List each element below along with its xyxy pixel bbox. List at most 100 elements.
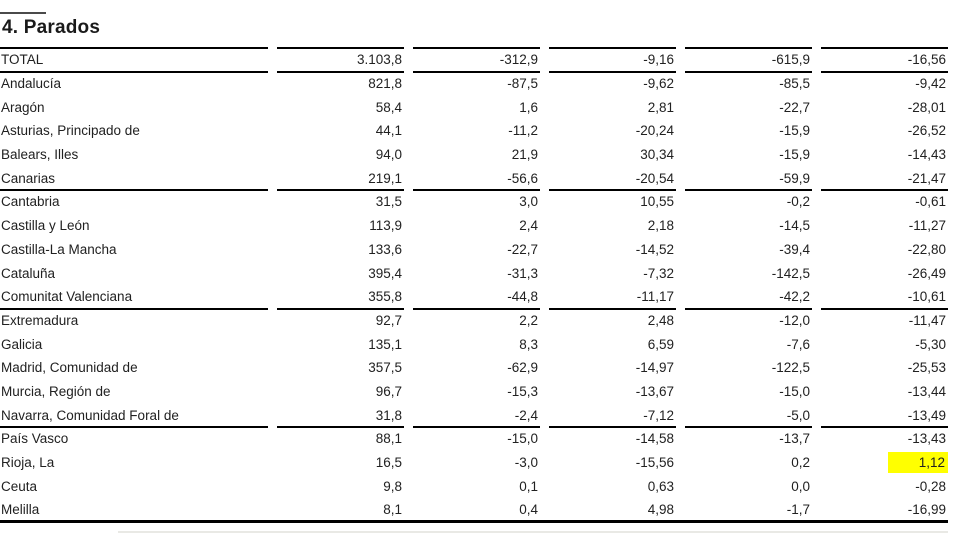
cell-value: 10,55 bbox=[640, 194, 674, 210]
cell-value: -85,5 bbox=[779, 76, 810, 92]
region-label: Rioja, La bbox=[1, 455, 55, 471]
table-row: Castilla-La Mancha 133,6 -22,7 -14,52 -3… bbox=[0, 238, 948, 262]
value-cell: -44,8 bbox=[413, 289, 540, 304]
value-cell: -7,12 bbox=[549, 408, 676, 423]
value-cell: 8,1 bbox=[277, 502, 404, 517]
cell-value: -39,4 bbox=[779, 241, 810, 257]
value-cell: -20,54 bbox=[549, 171, 676, 186]
cell-value: -14,5 bbox=[779, 218, 810, 234]
cell-value: 31,8 bbox=[375, 407, 402, 423]
value-cell: -11,2 bbox=[413, 123, 540, 138]
value-cell: 1,6 bbox=[413, 100, 540, 115]
value-cell: -26,49 bbox=[821, 266, 948, 281]
cell-value: -14,58 bbox=[635, 431, 674, 447]
cell-value: 21,9 bbox=[511, 147, 538, 163]
cell-value: -62,9 bbox=[507, 360, 538, 376]
value-cell: -10,61 bbox=[821, 289, 948, 304]
cell-value: -16,56 bbox=[907, 52, 946, 68]
value-cell: 96,7 bbox=[277, 384, 404, 399]
cell-value: -25,53 bbox=[907, 360, 946, 376]
cell-value: 0,1 bbox=[519, 478, 538, 494]
cell-value: -22,80 bbox=[907, 241, 946, 257]
value-cell: -14,52 bbox=[549, 242, 676, 257]
cell-value: -15,56 bbox=[635, 455, 674, 471]
value-cell: -11,17 bbox=[549, 289, 676, 304]
value-cell: 21,9 bbox=[413, 147, 540, 162]
cell-value: 31,5 bbox=[375, 194, 402, 210]
cell-value: -22,7 bbox=[779, 99, 810, 115]
value-cell: 3.103,8 bbox=[277, 52, 404, 67]
value-cell: -85,5 bbox=[685, 76, 812, 91]
value-cell: 135,1 bbox=[277, 337, 404, 352]
cell-value: 9,8 bbox=[383, 478, 402, 494]
cell-value: -21,47 bbox=[907, 170, 946, 186]
value-cell: 10,55 bbox=[549, 194, 676, 209]
rule-segment bbox=[821, 307, 948, 310]
cell-value: 58,4 bbox=[375, 99, 402, 115]
value-cell: -16,56 bbox=[821, 52, 948, 67]
value-cell: 6,59 bbox=[549, 337, 676, 352]
cell-value: -14,52 bbox=[635, 241, 674, 257]
cell-value: 219,1 bbox=[368, 170, 402, 186]
cell-value: -0,61 bbox=[915, 194, 946, 210]
cell-value: -312,9 bbox=[499, 52, 538, 68]
region-label: Madrid, Comunidad de bbox=[1, 360, 138, 376]
top-partial-rule bbox=[0, 12, 46, 14]
rule-segment bbox=[277, 70, 404, 73]
cell-value: -9,62 bbox=[643, 76, 674, 92]
value-cell: -9,62 bbox=[549, 76, 676, 91]
value-cell: -7,6 bbox=[685, 337, 812, 352]
value-cell: -16,99 bbox=[821, 502, 948, 517]
rule-segment bbox=[685, 47, 812, 49]
value-cell: 0,63 bbox=[549, 479, 676, 494]
cell-value: -5,30 bbox=[915, 336, 946, 352]
cell-value: 2,18 bbox=[647, 218, 674, 234]
cell-value: -5,0 bbox=[786, 407, 810, 423]
value-cell: 0,1 bbox=[413, 479, 540, 494]
cell-value: -14,97 bbox=[635, 360, 674, 376]
value-cell: -15,0 bbox=[685, 384, 812, 399]
cell-value: -0,28 bbox=[915, 478, 946, 494]
value-cell: 113,9 bbox=[277, 218, 404, 233]
value-cell: -42,2 bbox=[685, 289, 812, 304]
table-row: Balears, Illes 94,0 21,9 30,34 -15,9 -14… bbox=[0, 143, 948, 167]
cell-value: -56,6 bbox=[507, 170, 538, 186]
rule-segment bbox=[413, 426, 540, 428]
value-cell: 2,18 bbox=[549, 218, 676, 233]
cell-value: -7,32 bbox=[643, 265, 674, 281]
table-row: Cantabria 31,5 3,0 10,55 -0,2 -0,61 bbox=[0, 190, 948, 214]
region-label: Ceuta bbox=[1, 478, 38, 494]
region-label: Aragón bbox=[1, 99, 45, 115]
regions-table: TOTAL 3.103,8 -312,9 -9,16 -615,9 -16,56… bbox=[0, 47, 948, 522]
region-label: Cataluña bbox=[1, 265, 56, 281]
value-cell: -13,7 bbox=[685, 431, 812, 446]
value-cell: -31,3 bbox=[413, 266, 540, 281]
value-cell: 821,8 bbox=[277, 76, 404, 91]
cell-value: -20,24 bbox=[635, 123, 674, 139]
value-cell: 44,1 bbox=[277, 123, 404, 138]
value-cell: 2,81 bbox=[549, 100, 676, 115]
value-cell: 92,7 bbox=[277, 313, 404, 328]
cell-value: -13,43 bbox=[907, 431, 946, 447]
cell-value: 4,98 bbox=[647, 502, 674, 518]
cell-value: 44,1 bbox=[375, 123, 402, 139]
rule-segment bbox=[0, 307, 268, 310]
value-cell: -14,43 bbox=[821, 147, 948, 162]
region-label: Andalucía bbox=[1, 76, 62, 92]
table-bottom-rule bbox=[0, 520, 948, 523]
value-cell: -142,5 bbox=[685, 266, 812, 281]
rule-segment bbox=[277, 47, 404, 49]
value-cell: -615,9 bbox=[685, 52, 812, 67]
cell-value: 0,63 bbox=[647, 478, 674, 494]
faint-bottom-edge-line bbox=[118, 531, 948, 533]
value-cell: -0,61 bbox=[821, 194, 948, 209]
value-cell: -11,27 bbox=[821, 218, 948, 233]
cell-value: 16,5 bbox=[375, 455, 402, 471]
value-cell: 2,4 bbox=[413, 218, 540, 233]
value-cell: 4,98 bbox=[549, 502, 676, 517]
cell-value: -13,7 bbox=[779, 431, 810, 447]
cell-value: 6,59 bbox=[647, 336, 674, 352]
cell-value: -15,0 bbox=[507, 431, 538, 447]
cell-value: -2,4 bbox=[514, 407, 538, 423]
cell-value: -15,0 bbox=[779, 383, 810, 399]
